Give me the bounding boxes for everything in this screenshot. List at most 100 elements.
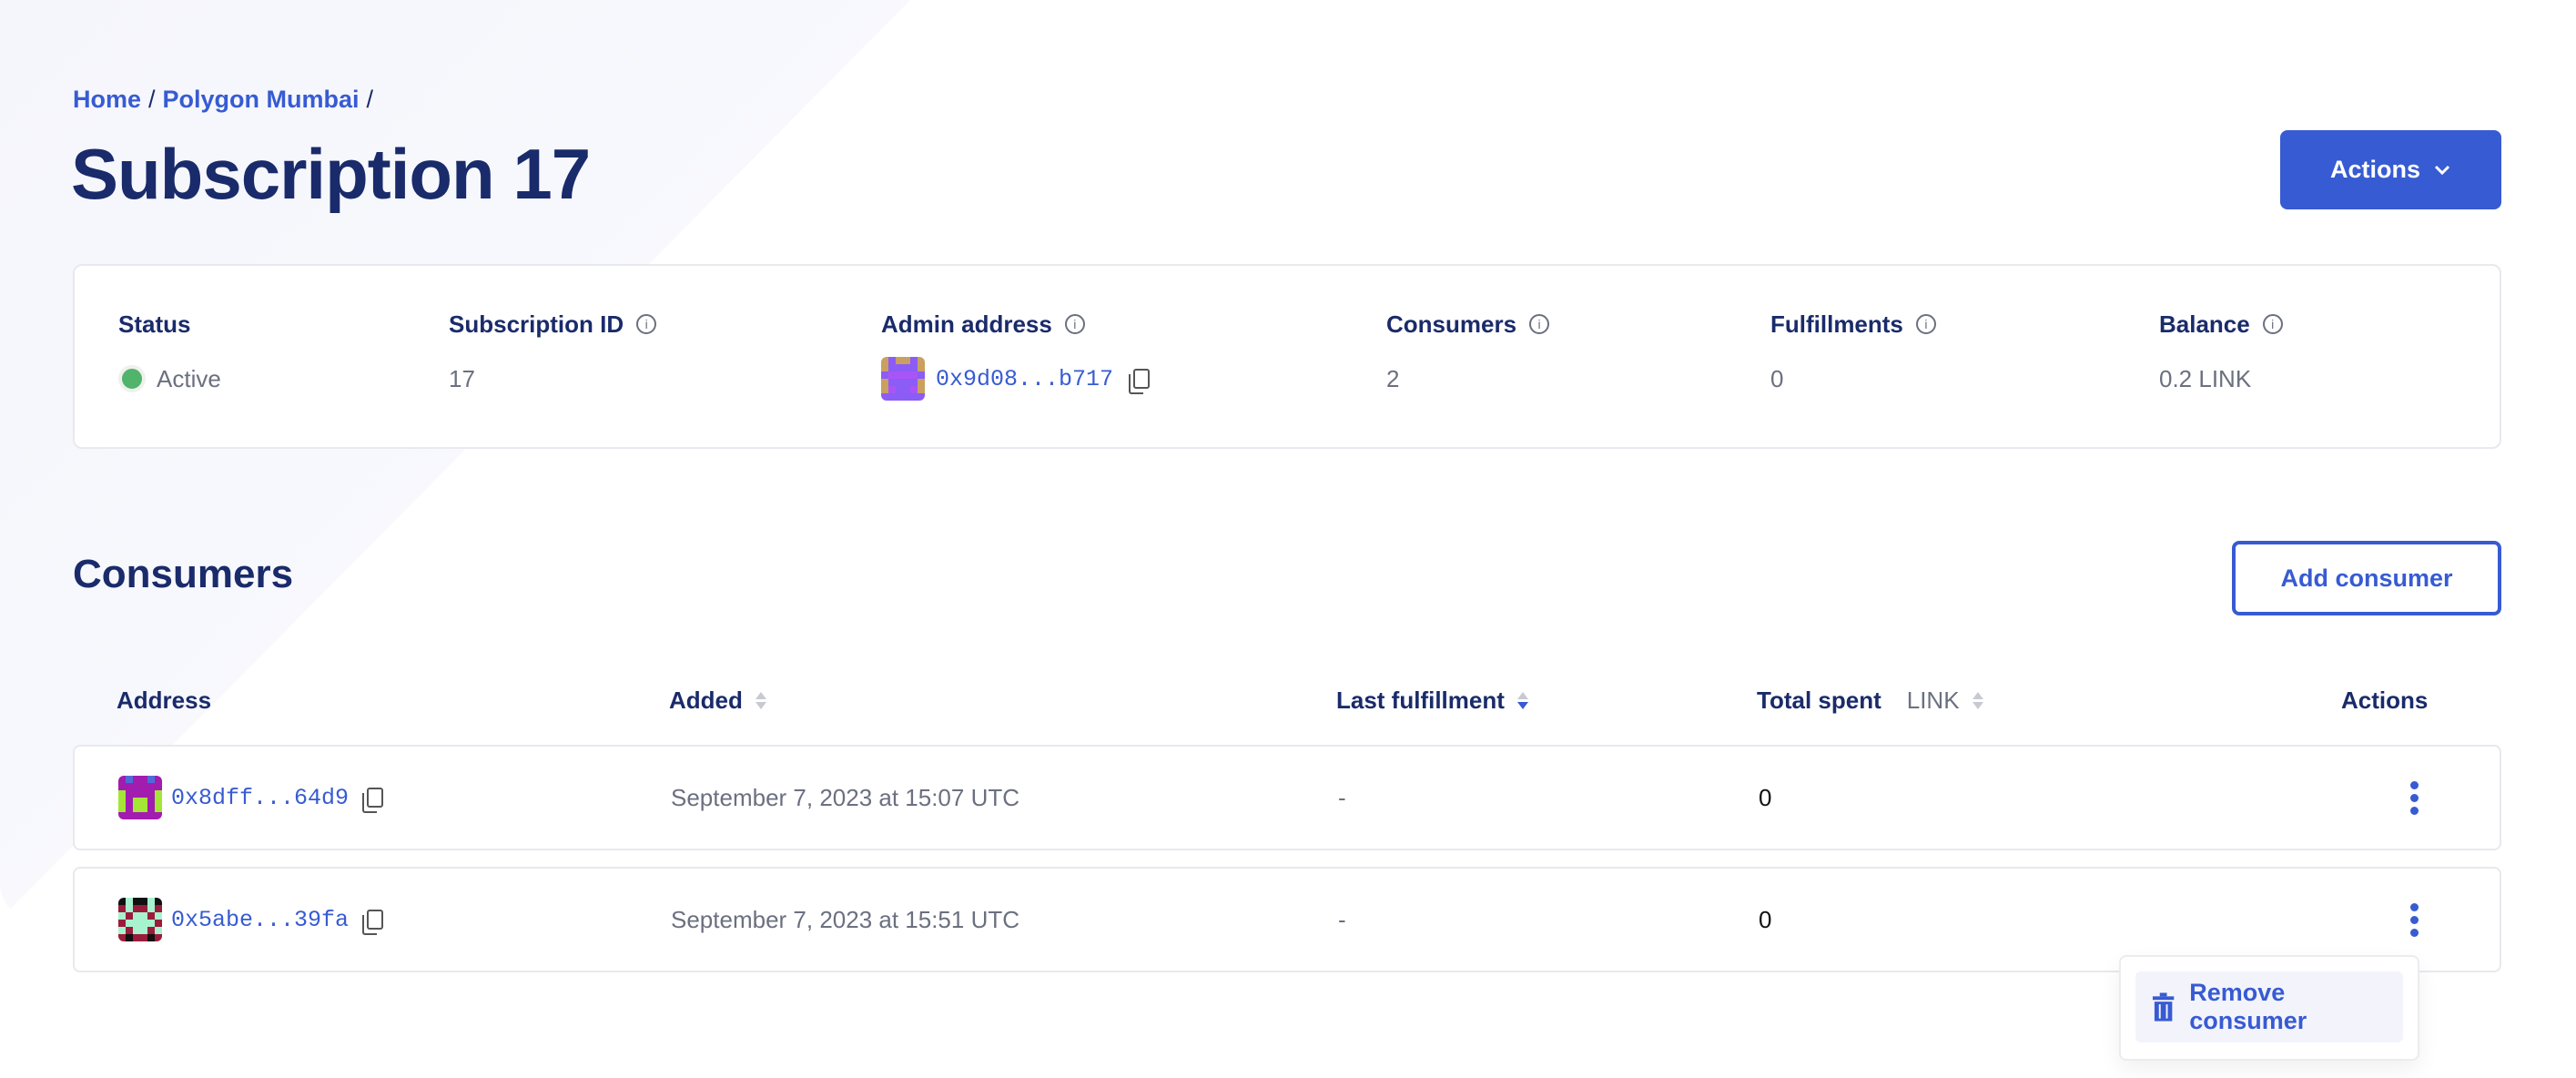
avatar-pixel — [140, 905, 147, 912]
sort-icon[interactable] — [1972, 692, 1983, 709]
avatar-pixel — [118, 805, 126, 812]
avatar-pixel — [126, 783, 133, 790]
avatar-pixel — [140, 920, 147, 927]
stat-subscription-id: Subscription ID i 17 — [449, 310, 657, 397]
column-label: Actions — [2341, 686, 2429, 714]
consumer-address-link[interactable]: 0x5abe...39fa — [171, 906, 350, 933]
avatar-pixel — [155, 798, 162, 805]
copy-icon[interactable] — [362, 788, 384, 813]
page-title: Subscription 17 — [71, 134, 591, 214]
breadcrumb-separator: / — [366, 86, 374, 113]
avatar-pixel — [155, 920, 162, 927]
table-row: 0x5abe...39fa September 7, 2023 at 15:51… — [73, 867, 2501, 972]
total-spent: 0 — [1759, 905, 1772, 933]
avatar-pixel — [140, 790, 147, 798]
avatar-pixel — [126, 790, 133, 798]
stat-admin-address: Admin address i 0x9d08...b717 — [881, 310, 1151, 401]
sort-icon[interactable] — [755, 692, 766, 709]
avatar-pixel — [140, 912, 147, 920]
avatar-pixel — [888, 371, 896, 379]
avatar-pixel — [910, 371, 918, 379]
avatar-pixel — [140, 798, 147, 805]
avatar-pixel — [896, 364, 903, 371]
avatar — [118, 776, 162, 819]
avatar-pixel — [881, 393, 888, 401]
column-header-last-fulfillment[interactable]: Last fulfillment — [1336, 686, 1528, 715]
avatar-pixel — [896, 393, 903, 401]
avatar-pixel — [888, 357, 896, 364]
avatar-pixel — [147, 776, 155, 783]
avatar-pixel — [147, 812, 155, 819]
info-icon[interactable]: i — [636, 314, 657, 334]
avatar-pixel — [126, 905, 133, 912]
info-icon[interactable]: i — [1915, 314, 1936, 334]
breadcrumb-network[interactable]: Polygon Mumbai — [162, 86, 360, 113]
copy-icon[interactable] — [362, 910, 384, 935]
avatar-pixel — [133, 805, 140, 812]
stat-label: Consumers — [1386, 310, 1517, 338]
avatar-pixel — [133, 812, 140, 819]
stat-balance: Balance i 0.2 LINK — [2159, 310, 2283, 397]
info-icon[interactable]: i — [1064, 314, 1085, 334]
add-consumer-button[interactable]: Add consumer — [2232, 541, 2501, 615]
status-dot-icon — [118, 365, 146, 392]
avatar-pixel — [133, 783, 140, 790]
avatar-pixel — [910, 379, 918, 386]
more-options-icon[interactable] — [2405, 902, 2423, 937]
column-label: Address — [117, 686, 212, 714]
stat-value: 0.2 LINK — [2159, 364, 2252, 392]
avatar-pixel — [118, 898, 126, 905]
avatar-pixel — [896, 379, 903, 386]
avatar-pixel — [118, 783, 126, 790]
avatar-pixel — [147, 805, 155, 812]
info-icon[interactable]: i — [2262, 314, 2283, 334]
breadcrumb-separator: / — [148, 86, 156, 113]
more-options-icon[interactable] — [2405, 780, 2423, 815]
avatar-pixel — [140, 934, 147, 941]
added-date: September 7, 2023 at 15:51 UTC — [671, 905, 1020, 933]
avatar-pixel — [155, 898, 162, 905]
avatar-pixel — [140, 812, 147, 819]
avatar-pixel — [888, 364, 896, 371]
column-header-added[interactable]: Added — [669, 686, 766, 715]
avatar-pixel — [126, 812, 133, 819]
stat-label: Subscription ID — [449, 310, 624, 338]
avatar-pixel — [147, 798, 155, 805]
column-header-address: Address — [117, 686, 211, 715]
avatar-pixel — [155, 934, 162, 941]
avatar-pixel — [140, 898, 147, 905]
admin-address-link[interactable]: 0x9d08...b717 — [936, 365, 1114, 392]
total-spent: 0 — [1759, 783, 1772, 811]
consumers-heading: Consumers — [73, 552, 294, 596]
row-actions-menu: Remove consumer — [2119, 955, 2419, 1061]
copy-icon[interactable] — [1129, 369, 1151, 394]
consumer-address-link[interactable]: 0x8dff...64d9 — [171, 784, 350, 811]
avatar-pixel — [126, 798, 133, 805]
avatar-pixel — [126, 920, 133, 927]
avatar-pixel — [147, 927, 155, 934]
column-header-total-spent[interactable]: Total spent LINK — [1757, 686, 1983, 715]
avatar-pixel — [155, 912, 162, 920]
avatar-pixel — [903, 379, 910, 386]
chevron-down-icon — [2434, 165, 2450, 175]
trash-icon — [2152, 992, 2175, 1022]
stat-label: Admin address — [881, 310, 1052, 338]
avatar-pixel — [118, 934, 126, 941]
avatar-pixel — [881, 386, 888, 393]
remove-consumer-menu-item[interactable]: Remove consumer — [2135, 971, 2403, 1042]
avatar-pixel — [903, 357, 910, 364]
avatar-pixel — [133, 898, 140, 905]
info-icon[interactable]: i — [1529, 314, 1550, 334]
avatar-pixel — [133, 934, 140, 941]
sort-descending-icon[interactable] — [1516, 692, 1528, 709]
actions-dropdown-button[interactable]: Actions — [2280, 130, 2501, 209]
breadcrumb-home[interactable]: Home — [73, 86, 142, 113]
avatar-pixel — [888, 393, 896, 401]
status-badge: Active — [157, 364, 221, 392]
avatar — [118, 898, 162, 941]
avatar-pixel — [918, 364, 925, 371]
avatar-pixel — [918, 357, 925, 364]
avatar-pixel — [147, 934, 155, 941]
avatar-pixel — [881, 364, 888, 371]
avatar-pixel — [147, 790, 155, 798]
